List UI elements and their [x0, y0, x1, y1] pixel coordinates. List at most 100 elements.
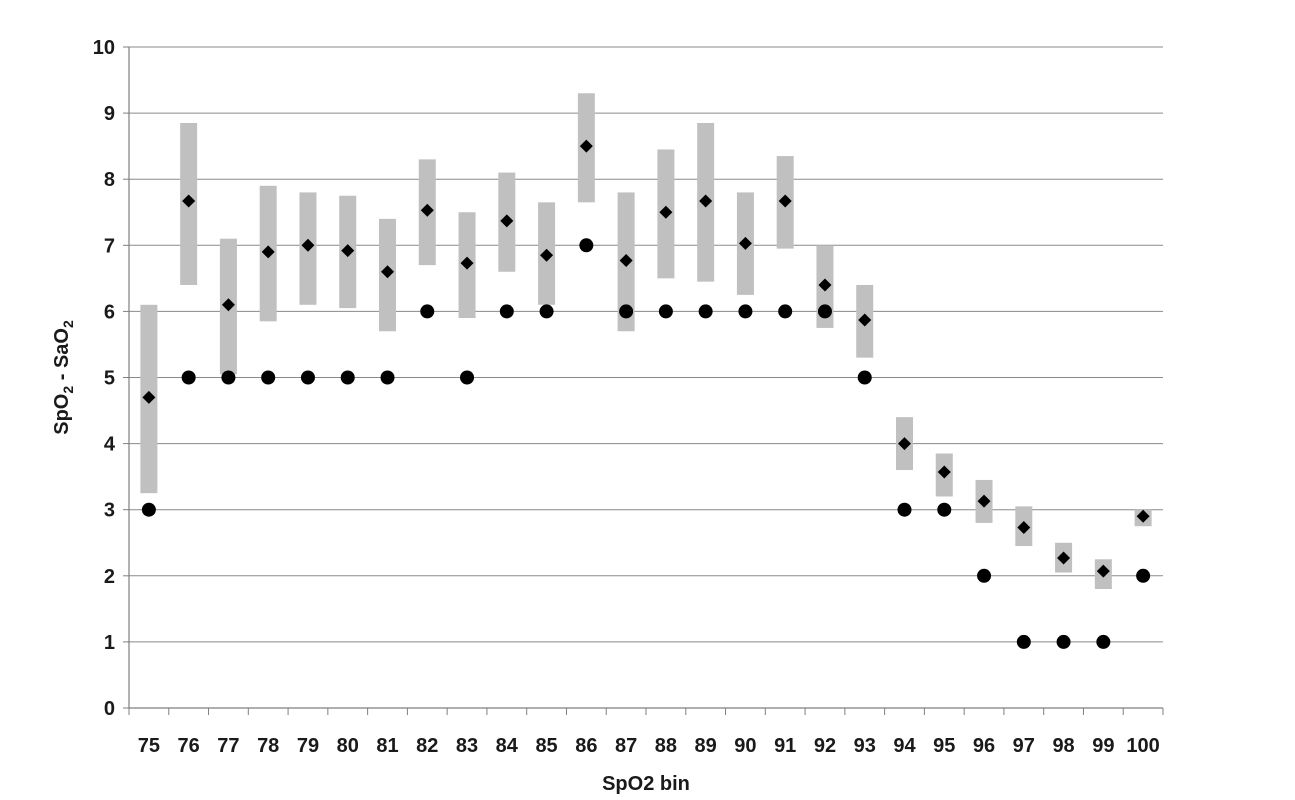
x-tick-label: 84 — [496, 735, 519, 757]
x-tick-label: 78 — [257, 735, 279, 757]
diamond-point — [341, 244, 355, 258]
axes — [123, 46, 1164, 715]
x-tick-label: 76 — [178, 735, 200, 757]
x-tick-label: 91 — [774, 735, 796, 757]
circle-markers — [141, 238, 1151, 649]
circle-point — [1016, 634, 1031, 649]
circle-point — [460, 370, 475, 385]
diamond-point — [500, 214, 514, 228]
x-tick-label: 80 — [337, 735, 359, 757]
diamond-point — [1057, 551, 1071, 565]
diamond-point — [778, 194, 792, 208]
y-axis-title-part: 2 — [60, 386, 76, 394]
x-tick-label: 96 — [973, 735, 995, 757]
circle-point — [420, 304, 435, 319]
circle-point — [937, 502, 952, 517]
y-tick-label: 10 — [93, 37, 115, 59]
circle-point — [619, 304, 634, 319]
x-tick-label: 90 — [734, 735, 756, 757]
x-tick-label: 83 — [456, 735, 478, 757]
x-tick-label: 79 — [297, 735, 319, 757]
y-axis-title-part: SpO — [51, 394, 73, 435]
diamond-point — [977, 494, 991, 508]
y-tick-label: 4 — [104, 434, 116, 456]
range-bars — [140, 93, 1152, 590]
x-tick-label: 93 — [854, 735, 876, 757]
circle-point — [579, 238, 594, 253]
x-tick-label: 75 — [138, 735, 160, 757]
diamond-point — [659, 205, 673, 219]
diamond-point — [699, 194, 713, 208]
diamond-point — [142, 390, 156, 404]
x-tick-label: 88 — [655, 735, 677, 757]
circle-point — [1096, 634, 1111, 649]
diamond-point — [579, 139, 593, 153]
circle-point — [261, 370, 276, 385]
x-tick-label: 82 — [416, 735, 438, 757]
diamond-point — [381, 265, 394, 279]
y-tick-label: 6 — [104, 301, 115, 323]
diamond-point — [1136, 509, 1150, 523]
x-tick-label: 94 — [893, 735, 916, 757]
y-tick-label: 3 — [104, 500, 115, 522]
x-axis-title: SpO2 bin — [602, 773, 690, 795]
x-tick-label: 87 — [615, 735, 637, 757]
x-tick-label: 89 — [695, 735, 717, 757]
y-tick-label: 7 — [104, 235, 115, 257]
diamond-point — [420, 203, 434, 217]
x-tick-label: 99 — [1092, 735, 1114, 757]
circle-point — [738, 304, 753, 319]
x-tick-label: 98 — [1052, 735, 1074, 757]
diamond-point — [460, 256, 474, 270]
y-tick-label: 1 — [104, 632, 115, 654]
y-axis-title-part: 2 — [60, 320, 76, 328]
diamond-point — [301, 238, 315, 252]
circle-point — [141, 502, 156, 517]
y-axis-title-part: - SaO — [51, 328, 73, 386]
diamond-point — [261, 245, 275, 259]
y-tick-labels: 0 1 2 3 4 5 6 7 8 9 10 — [93, 37, 116, 720]
diamond-point — [619, 254, 633, 268]
circle-point — [897, 502, 912, 517]
circle-point — [658, 304, 673, 319]
circle-point — [1136, 568, 1151, 583]
circle-point — [1056, 634, 1071, 649]
x-tick-label: 86 — [575, 735, 597, 757]
x-tick-label: 100 — [1126, 735, 1159, 757]
x-tick-label: 95 — [933, 735, 955, 757]
diamond-markers — [142, 139, 1150, 578]
x-tick-label: 85 — [535, 735, 557, 757]
diamond-point — [738, 236, 752, 250]
circle-point — [857, 370, 872, 385]
diamond-point — [182, 194, 196, 208]
x-tick-label: 97 — [1013, 735, 1035, 757]
y-tick-label: 0 — [104, 698, 115, 720]
circle-point — [539, 304, 554, 319]
diamond-point — [1096, 564, 1110, 578]
diamond-point — [818, 278, 832, 292]
x-tick-labels: 75 76 77 78 79 80 81 82 83 84 85 86 87 88 89 90 91 92 93 94… — [138, 735, 1160, 757]
y-tick-label: 8 — [104, 169, 115, 191]
y-tick-label: 9 — [104, 103, 115, 125]
circle-point — [778, 304, 793, 319]
diamond-point — [221, 298, 235, 312]
circle-point — [221, 370, 236, 385]
diamond-point — [937, 465, 951, 479]
circle-point — [181, 370, 196, 385]
y-tick-label: 2 — [104, 566, 115, 588]
circle-point — [300, 370, 315, 385]
circle-point — [340, 370, 355, 385]
circle-point — [977, 568, 992, 583]
diamond-point — [1017, 521, 1031, 535]
circle-point — [817, 304, 832, 319]
y-tick-label: 5 — [104, 368, 115, 390]
diamond-point — [540, 248, 554, 262]
circle-point — [698, 304, 713, 319]
x-tick-label: 81 — [376, 735, 398, 757]
y-axis-title: SpO2 - SaO2 — [51, 320, 76, 435]
x-tick-label: 92 — [814, 735, 836, 757]
circle-point — [499, 304, 514, 319]
diamond-point — [858, 313, 872, 327]
gridlines — [129, 46, 1163, 643]
